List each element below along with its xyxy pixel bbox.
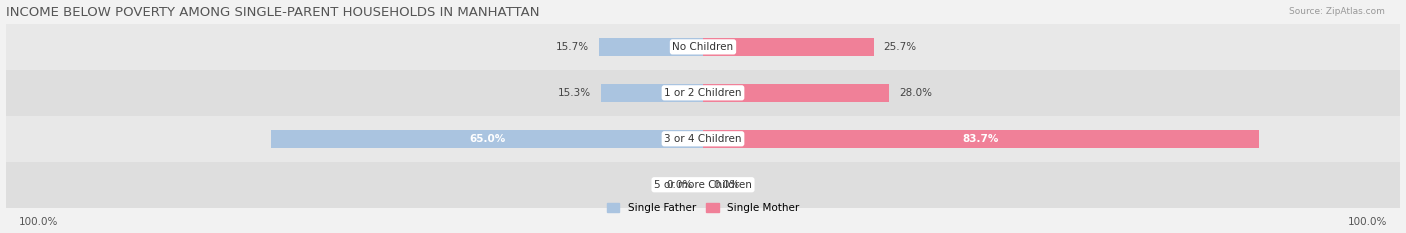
Text: 65.0%: 65.0% [470,134,505,144]
Text: 0.0%: 0.0% [666,180,693,190]
Text: 15.7%: 15.7% [555,42,589,52]
Bar [602,84,703,102]
Text: 5 or more Children: 5 or more Children [654,180,752,190]
Bar [6,70,1400,116]
Bar [6,24,1400,70]
Text: 83.7%: 83.7% [963,134,1000,144]
Text: INCOME BELOW POVERTY AMONG SINGLE-PARENT HOUSEHOLDS IN MANHATTAN: INCOME BELOW POVERTY AMONG SINGLE-PARENT… [6,6,538,19]
Text: 25.7%: 25.7% [884,42,917,52]
Text: 28.0%: 28.0% [898,88,932,98]
Bar [6,116,1400,162]
Text: 1 or 2 Children: 1 or 2 Children [664,88,742,98]
Text: No Children: No Children [672,42,734,52]
Bar [599,38,703,56]
Bar [703,84,889,102]
Text: 0.0%: 0.0% [713,180,740,190]
Bar [6,162,1400,208]
Bar [703,130,1258,147]
Text: 15.3%: 15.3% [558,88,592,98]
Text: Source: ZipAtlas.com: Source: ZipAtlas.com [1289,7,1385,16]
Bar [703,38,873,56]
Bar [271,130,703,147]
Text: 3 or 4 Children: 3 or 4 Children [664,134,742,144]
Legend: Single Father, Single Mother: Single Father, Single Mother [603,199,803,217]
